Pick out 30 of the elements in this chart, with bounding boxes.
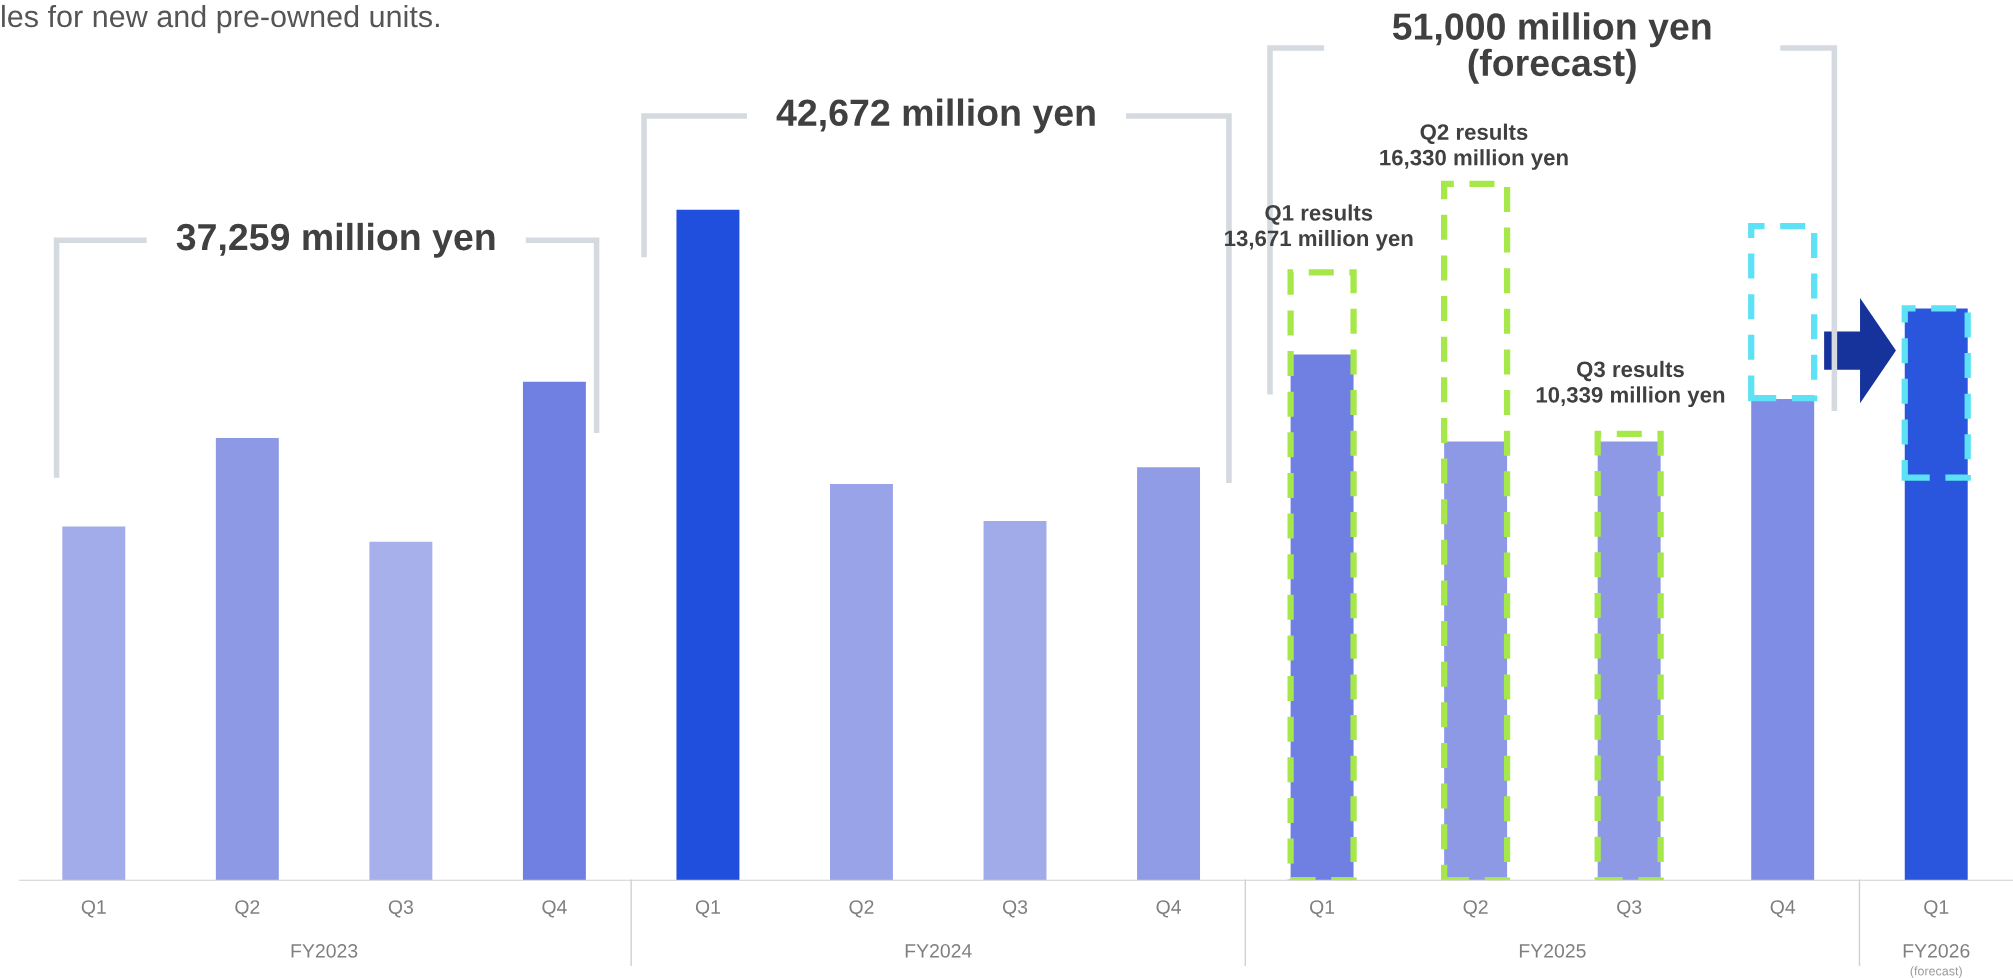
text: (forecast) <box>1910 966 1962 978</box>
bar <box>830 484 893 881</box>
x-tick-label: Q2 <box>1463 900 1488 918</box>
x-tick-label: Q4 <box>1770 900 1796 918</box>
x-tick-label: Q2 <box>849 900 874 918</box>
text: 42,672 million yen <box>776 98 1095 134</box>
x-tick-label: Q1 <box>695 900 720 918</box>
annotation: 37,259 million yen <box>176 222 495 258</box>
bar <box>62 526 126 881</box>
x-tick-label: Q4 <box>542 900 567 918</box>
x-tick-label: Q3 <box>1617 900 1642 918</box>
x-tick-label: Q1 <box>1310 900 1335 918</box>
annotation: Q1 results 13,671 million yen <box>1225 204 1413 251</box>
text: FY2026 <box>1903 943 1970 958</box>
x-tick-label: Q3 <box>1002 900 1028 918</box>
x-tick-label: Q2 <box>235 900 260 918</box>
x-tick-label: Q1 <box>81 900 106 918</box>
annotation: Q3 results 10,339 million yen <box>1536 360 1725 408</box>
bar <box>983 520 1047 881</box>
text: 51,000 million yen (forecast) <box>1392 12 1711 84</box>
chart-title: les for new and pre-owned units. <box>2 4 439 34</box>
x-tick-label: Q1 <box>1924 900 1949 918</box>
bar <box>215 438 279 881</box>
text: FY2024 <box>905 943 972 958</box>
text: FY2023 <box>291 943 358 958</box>
x-tick-label: Q4 <box>1156 900 1181 918</box>
bar <box>369 541 433 881</box>
text: FY2025 <box>1519 943 1586 958</box>
text: Q2 results 16,330 million yen <box>1380 123 1568 170</box>
x-tick-label: Q3 <box>388 900 413 918</box>
